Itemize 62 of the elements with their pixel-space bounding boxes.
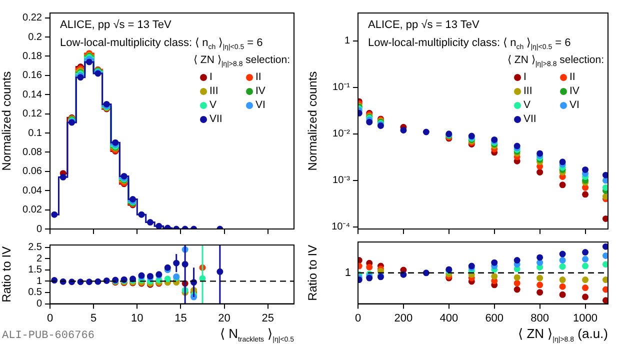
legend-label: III — [210, 85, 218, 98]
legend-label: I — [524, 71, 526, 84]
x-tick-label: 600 — [485, 312, 504, 324]
x-tick-label: 15 — [174, 312, 187, 324]
y-tick-label: 0.14 — [22, 89, 42, 100]
y-tick-label: 1 — [344, 36, 350, 47]
legend-label: IV — [570, 85, 580, 98]
y-axis-title: Normalized counts — [306, 71, 320, 171]
legend-label: II — [256, 71, 262, 84]
x-axis-title: ⟨ ZN ⟩$_{|η|>8.8}$ (a.u.) — [518, 326, 608, 344]
y-tick-label: 0.1 — [28, 128, 42, 139]
text: ALI-PUB-606766 — [2, 330, 94, 342]
annotation: ALICE, pp √s = 13 TeV — [368, 19, 480, 31]
x-tick-label: 200 — [394, 312, 413, 324]
legend-label: I — [210, 71, 212, 84]
y-tick-label: 1 — [36, 276, 42, 287]
y-tick-label: 0.18 — [22, 50, 42, 62]
y-tick-label: 0.22 — [22, 12, 42, 24]
x-tick-label: 400 — [440, 312, 458, 324]
legend-label: II — [570, 71, 576, 84]
y-axis-title: Ratio to IV — [0, 246, 14, 302]
legend-label: VII — [210, 113, 222, 126]
y-tick-label: 0.04 — [22, 185, 42, 196]
y-tick-label: 0.2 — [28, 32, 42, 43]
x-tick-label: 10 — [131, 312, 144, 324]
y-tick-label: 0.5 — [28, 287, 42, 298]
x-tick-label: 5 — [90, 312, 97, 324]
y-tick-label: 10⁻¹ — [332, 82, 351, 94]
legend-title: ⟨ ZN ⟩$_{|η|>8.8}$ selection: — [194, 53, 290, 68]
legend-label: VII — [524, 113, 536, 126]
y-tick-label: 0 — [36, 298, 42, 310]
legend-label: V — [210, 99, 217, 112]
y-tick-label: 0.12 — [22, 108, 42, 120]
y-tick-label: 2.5 — [28, 242, 42, 254]
x-tick-label: 0 — [354, 312, 362, 324]
annotation: Low-local-multiplicity class: ⟨ n$_{ch}$ ⟩$_{|η|<0.5}$ = 6 — [60, 36, 263, 52]
y-axis-title: Ratio to IV — [306, 244, 320, 301]
legend-label: IV — [256, 85, 266, 98]
y-tick-label: 0.16 — [22, 70, 42, 82]
y-axis-title: Normalized counts — [0, 71, 14, 171]
legend-label: V — [524, 99, 531, 112]
x-tick-label: 20 — [218, 312, 230, 324]
y-tick-label: 2 — [36, 253, 42, 264]
annotation: ALICE, pp √s = 13 TeV — [60, 19, 172, 31]
y-tick-label: 10⁻⁴ — [332, 222, 350, 233]
y-tick-label: 10⁻² — [332, 128, 351, 140]
y-tick-label: 0.08 — [22, 146, 42, 158]
x-axis-title: ⟨ N$_{tracklets}$ ⟩$_{|η|<0.5}$ — [220, 326, 294, 344]
legend-label: VI — [570, 99, 580, 112]
legend-label: VI — [256, 99, 266, 112]
y-tick-label: 0.02 — [22, 204, 42, 216]
x-tick-label: 800 — [530, 312, 549, 324]
y-tick-label: 1.5 — [28, 264, 42, 276]
y-tick-label: 10⁻³ — [332, 175, 351, 186]
x-tick-label: 0 — [46, 312, 54, 324]
annotation: Low-local-multiplicity class: ⟨ n$_{ch}$ ⟩$_{|η|<0.5}$ = 6 — [368, 36, 571, 52]
x-tick-label: 25 — [262, 312, 274, 324]
legend-title: ⟨ ZN ⟩$_{|η|>8.8}$ selection: — [508, 53, 604, 68]
legend-label: III — [524, 85, 532, 98]
x-tick-label: 1000 — [573, 312, 598, 324]
y-tick-label: 0 — [36, 224, 42, 235]
y-tick-label: 0.06 — [22, 166, 42, 178]
